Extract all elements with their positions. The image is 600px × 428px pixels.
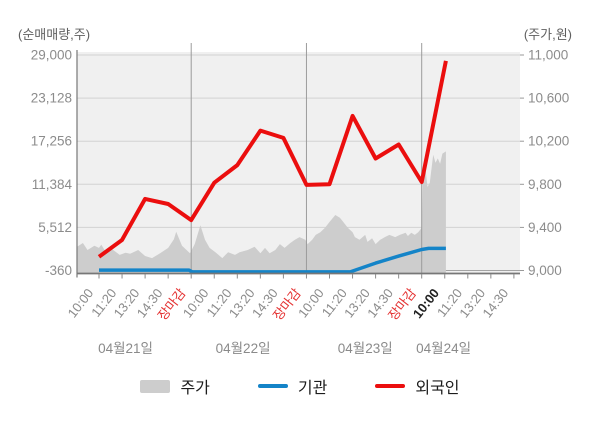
x-axis-tick-label: 10:00 xyxy=(65,286,97,321)
foreigner-line-series xyxy=(97,60,448,259)
date-label: 04월22일 xyxy=(216,341,271,356)
svg-text:10:00: 10:00 xyxy=(295,286,327,321)
date-label: 04월21일 xyxy=(98,341,153,356)
institution-line-swatch-icon xyxy=(257,384,288,388)
svg-text:14:30: 14:30 xyxy=(479,286,511,321)
price-area-series xyxy=(77,151,446,273)
svg-text:10:00: 10:00 xyxy=(180,286,212,321)
right-axis-tick-label: 9,000 xyxy=(528,263,562,278)
legend-label-institution: 기관 xyxy=(297,380,328,397)
right-axis-tick-label: 11,000 xyxy=(528,48,568,63)
x-axis-tick-label: 14:30 xyxy=(479,286,511,321)
plot-background xyxy=(77,52,520,273)
right-axis-tick-label: 10,200 xyxy=(528,134,569,149)
date-label: 04월24일 xyxy=(416,341,471,356)
left-axis-tick-label: 11,384 xyxy=(32,177,73,192)
legend-item-price: 주가 xyxy=(140,374,210,398)
right-axis-tick-label: 9,800 xyxy=(528,177,562,192)
left-axis-tick-label: 5,512 xyxy=(38,220,72,235)
chart-legend: 주가 기관 외국인 xyxy=(0,374,600,398)
left-axis-tick-label: 23,128 xyxy=(31,91,72,106)
legend-item-institution: 기관 xyxy=(257,374,328,398)
date-label: 04월23일 xyxy=(338,341,393,356)
svg-text:10:00: 10:00 xyxy=(65,286,97,321)
x-axis-tick-label: 10:00 xyxy=(295,286,327,321)
left-axis-tick-label: 29,000 xyxy=(31,48,72,63)
left-axis-title: (순매매량,주) xyxy=(18,27,91,42)
legend-label-price: 주가 xyxy=(180,380,210,397)
legend-label-foreigner: 외국인 xyxy=(415,380,460,397)
svg-text:10:00: 10:00 xyxy=(410,286,442,321)
left-axis-tick-label: -360 xyxy=(45,263,72,278)
legend-item-foreigner: 외국인 xyxy=(375,374,460,398)
right-axis-title: (주가,원) xyxy=(523,27,572,42)
x-axis-tick-label: 10:00 xyxy=(180,286,212,321)
right-axis-tick-label: 9,400 xyxy=(528,220,562,235)
foreigner-line-swatch-icon xyxy=(375,384,406,388)
x-axis-tick-label: 10:00 xyxy=(410,286,442,321)
institution-line-series xyxy=(99,246,446,274)
right-axis-tick-label: 10,600 xyxy=(528,91,569,106)
price-area-swatch-icon xyxy=(140,379,171,393)
left-axis-tick-label: 17,256 xyxy=(31,134,72,149)
